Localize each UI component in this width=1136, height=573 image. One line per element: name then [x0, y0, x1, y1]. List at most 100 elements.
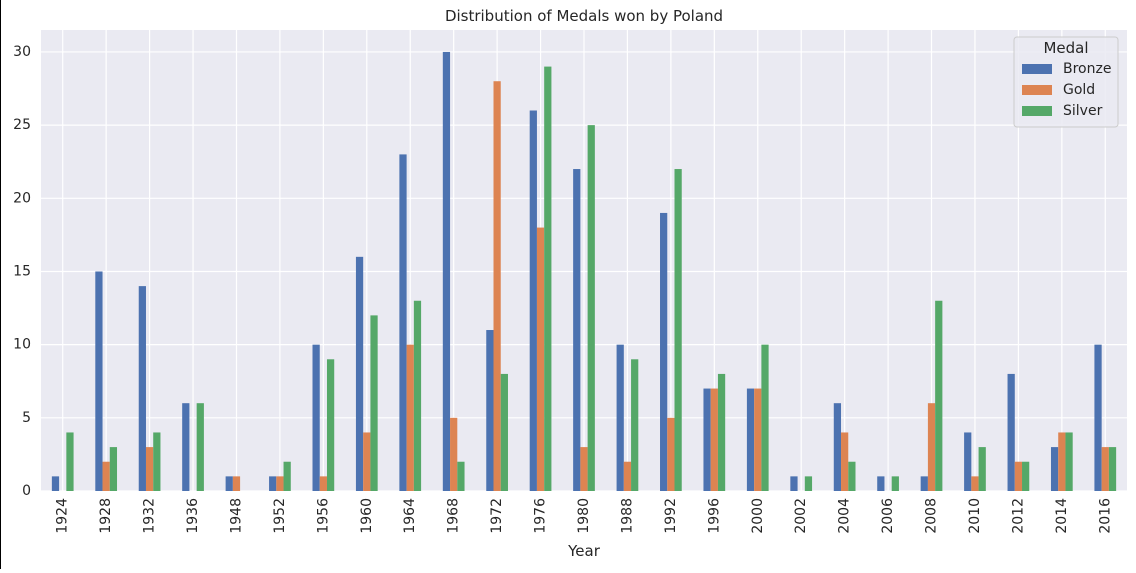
bar-bronze-1936	[182, 403, 190, 491]
x-tick-label: 2010	[967, 498, 983, 534]
y-axis-ticks: 0 5 10 15 20 25 30	[13, 44, 31, 499]
legend: Medal Bronze Gold Silver	[1013, 36, 1119, 128]
bar-silver-1952	[283, 461, 291, 491]
x-tick-label: 1980	[576, 498, 592, 534]
x-tick-label: 1948	[228, 498, 244, 534]
y-tick-label: 25	[13, 117, 31, 133]
bar-silver-2016	[1108, 447, 1117, 491]
x-tick-label: 1924	[55, 498, 71, 534]
bar-silver-1976	[544, 66, 552, 491]
bar-bronze-1960	[355, 256, 364, 491]
legend-label-gold: Gold	[1063, 82, 1095, 98]
bar-silver-2006	[891, 476, 899, 491]
plot-area	[41, 30, 1127, 492]
bar-bronze-1952	[269, 476, 277, 491]
legend-box	[1013, 36, 1119, 128]
y-tick-label: 30	[13, 44, 31, 60]
bar-gold-1968	[450, 417, 458, 491]
bar-bronze-1972	[486, 330, 494, 491]
bar-bronze-1992	[660, 212, 668, 491]
bar-bronze-1932	[138, 286, 146, 491]
x-tick-label: 1968	[446, 498, 462, 534]
bar-gold-2008	[927, 403, 936, 491]
bar-bronze-1964	[399, 154, 407, 491]
x-axis-label: Year	[567, 542, 601, 560]
bar-silver-1956	[326, 359, 335, 491]
bar-gold-1988	[623, 461, 632, 491]
bar-gold-1964	[406, 344, 414, 491]
bar-bronze-2010	[964, 432, 972, 491]
bar-gold-2012	[1014, 461, 1023, 491]
bar-silver-1988	[631, 359, 639, 491]
x-tick-label: 1936	[185, 498, 201, 534]
bar-bronze-2012	[1007, 373, 1015, 491]
bar-bronze-2016	[1094, 344, 1102, 491]
chart-title: Distribution of Medals won by Poland	[445, 7, 723, 25]
bar-gold-2000	[754, 388, 762, 491]
bar-silver-2008	[935, 300, 943, 491]
bar-gold-2010	[971, 476, 979, 491]
bar-gold-1980	[580, 447, 588, 491]
bar-gold-1952	[276, 476, 284, 491]
bar-gold-1960	[363, 432, 371, 491]
bar-bronze-2006	[877, 476, 885, 491]
legend-swatch-gold	[1022, 85, 1052, 95]
x-tick-label: 1992	[663, 498, 679, 534]
left-border	[0, 0, 1, 569]
bar-silver-2014	[1065, 432, 1073, 491]
bar-silver-1964	[413, 300, 422, 491]
bar-silver-1996	[717, 373, 726, 491]
x-tick-label: 2008	[924, 498, 940, 534]
y-tick-label: 15	[13, 263, 31, 279]
x-tick-label: 1932	[142, 498, 158, 534]
bar-silver-2010	[978, 447, 986, 491]
x-tick-label: 1988	[619, 498, 635, 534]
bar-bronze-1956	[312, 344, 320, 491]
bar-gold-2014	[1058, 432, 1066, 491]
y-tick-label: 20	[13, 190, 31, 206]
bar-silver-1992	[674, 169, 682, 492]
bar-gold-2016	[1101, 447, 1109, 491]
x-tick-label: 2014	[1054, 498, 1070, 534]
y-tick-label: 0	[22, 483, 31, 499]
bar-bronze-1948	[225, 476, 233, 491]
x-tick-label: 1972	[489, 498, 505, 534]
y-tick-label: 10	[13, 337, 31, 353]
bar-silver-2012	[1022, 461, 1030, 491]
bar-bronze-2002	[790, 476, 798, 491]
bar-bronze-1996	[703, 388, 711, 491]
bar-silver-1928	[109, 447, 118, 491]
x-tick-label: 1960	[359, 498, 375, 534]
bar-silver-2004	[848, 461, 856, 491]
x-tick-label: 2004	[837, 498, 853, 534]
bar-gold-1976	[536, 227, 545, 492]
x-tick-label: 1976	[533, 498, 549, 534]
x-axis-ticks: 1924 1928 1932 1936 1948 1952 1956 1960 1964 1968…	[55, 498, 1114, 534]
legend-swatch-bronze	[1022, 64, 1052, 74]
bar-bronze-1980	[573, 169, 581, 492]
bar-silver-1972	[500, 373, 508, 491]
bar-gold-2004	[841, 432, 849, 491]
bar-gold-1928	[102, 461, 110, 491]
bar-bronze-1924	[51, 476, 60, 491]
x-tick-label: 1956	[315, 498, 331, 534]
x-tick-label: 2000	[750, 498, 766, 534]
bar-gold-1972	[493, 81, 501, 491]
bar-bronze-2000	[746, 388, 755, 491]
bar-gold-1932	[145, 447, 154, 491]
bar-gold-1992	[667, 417, 675, 491]
bar-silver-1968	[457, 461, 465, 491]
legend-swatch-silver	[1022, 106, 1052, 116]
x-tick-label: 2016	[1097, 498, 1113, 534]
bar-silver-2000	[761, 344, 769, 491]
bar-silver-1980	[587, 125, 595, 491]
legend-label-silver: Silver	[1063, 103, 1103, 119]
bar-bronze-1988	[616, 344, 624, 491]
x-tick-label: 2006	[880, 498, 896, 534]
x-tick-label: 2012	[1010, 498, 1026, 534]
bar-bronze-2014	[1050, 447, 1059, 491]
bar-gold-1996	[710, 388, 718, 491]
bar-bronze-2004	[833, 403, 842, 491]
